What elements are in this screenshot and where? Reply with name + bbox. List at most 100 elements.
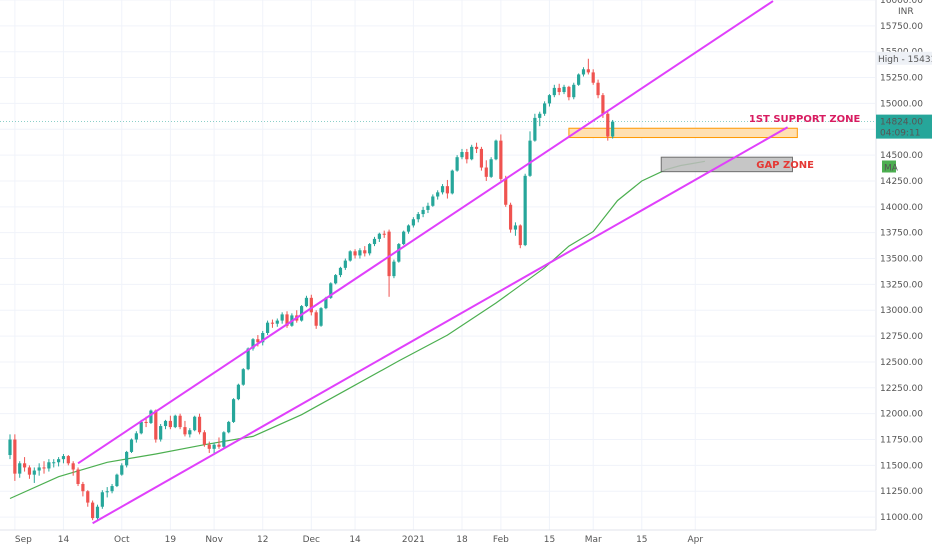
candle-down xyxy=(168,420,172,428)
candle-up xyxy=(440,186,445,193)
y-tick-label: 12000.00 xyxy=(880,410,923,420)
candle-up xyxy=(543,103,547,114)
candle-up xyxy=(95,506,100,519)
candle-down xyxy=(504,178,508,205)
candle-up xyxy=(18,463,22,474)
y-tick-label: 15750.00 xyxy=(880,22,923,32)
candle-down xyxy=(66,456,70,464)
candle-down xyxy=(22,463,27,468)
candle-up xyxy=(8,439,12,456)
x-tick-label: 14 xyxy=(58,535,70,545)
y-tick-label: 14250.00 xyxy=(880,177,923,187)
candle-up xyxy=(372,238,377,245)
candle-up xyxy=(334,275,338,284)
candle-up xyxy=(212,444,216,449)
candle-down xyxy=(591,72,595,83)
currency-label: INR xyxy=(898,7,914,17)
candle-up xyxy=(319,308,323,326)
candle-up xyxy=(329,283,333,298)
x-tick-label: Feb xyxy=(493,535,509,545)
y-tick-label: 15250.00 xyxy=(880,74,923,84)
y-tick-label: 11500.00 xyxy=(880,461,923,471)
x-tick-label: Sep xyxy=(15,535,32,545)
candle-down xyxy=(217,444,221,447)
candle-up xyxy=(300,306,304,321)
candle-up xyxy=(61,456,66,460)
candle-up xyxy=(275,320,279,324)
candle-up xyxy=(280,314,284,321)
candle-up xyxy=(406,225,411,232)
candle-up xyxy=(436,192,440,197)
candle-up xyxy=(231,399,236,422)
candle-up xyxy=(261,332,265,343)
x-tick-label: 19 xyxy=(165,535,177,545)
x-tick-label: 15 xyxy=(636,535,647,545)
candle-up xyxy=(52,462,56,464)
candle-down xyxy=(601,95,605,114)
candle-up xyxy=(188,430,192,435)
candle-up xyxy=(32,470,36,475)
candle-down xyxy=(484,167,488,177)
candle-up xyxy=(338,267,343,276)
current-price-box xyxy=(876,114,932,139)
gap-zone-box xyxy=(660,156,793,173)
support-zone-label: 1ST SUPPORT ZONE xyxy=(749,114,861,125)
candle-up xyxy=(421,209,425,215)
candle-up xyxy=(163,420,168,427)
candle-down xyxy=(202,432,206,445)
candle-up xyxy=(222,432,226,447)
candle-up xyxy=(246,348,250,370)
y-tick-label: 11000.00 xyxy=(880,513,923,523)
candle-up xyxy=(47,462,51,469)
candle-up xyxy=(572,84,576,98)
candle-up xyxy=(431,196,435,206)
x-tick-label: 18 xyxy=(456,535,468,545)
channel-line-lower[interactable] xyxy=(92,126,789,525)
candle-down xyxy=(76,469,80,484)
y-tick-label: 11750.00 xyxy=(880,436,923,446)
x-tick-label: Dec xyxy=(303,535,320,545)
candle-down xyxy=(183,427,187,435)
ma-tag-box xyxy=(882,160,896,173)
candle-down xyxy=(518,225,522,246)
candle-up xyxy=(139,421,143,434)
candle-down xyxy=(81,483,85,492)
candle-down xyxy=(207,444,211,449)
candle-up xyxy=(149,410,153,423)
candle-up xyxy=(611,121,615,137)
candle-up xyxy=(455,157,459,171)
candle-up xyxy=(348,251,352,261)
candle-up xyxy=(304,297,309,307)
candle-up xyxy=(115,474,119,487)
candle-down xyxy=(567,86,571,98)
candle-up xyxy=(533,117,537,141)
candle-down xyxy=(285,314,289,326)
x-tick-label: Oct xyxy=(114,535,130,545)
y-tick-label: 14000.00 xyxy=(880,203,923,213)
y-tick-label: 12500.00 xyxy=(880,358,923,368)
x-tick-label: 12 xyxy=(257,535,268,545)
candle-down xyxy=(557,87,561,93)
candle-down xyxy=(353,251,357,256)
candle-up xyxy=(110,486,114,492)
candle-up xyxy=(105,491,109,493)
candle-up xyxy=(547,95,552,104)
channel-line-upper[interactable] xyxy=(77,0,774,465)
candle-up xyxy=(173,415,177,428)
channel-lines-layer[interactable] xyxy=(77,0,789,525)
candle-up xyxy=(577,74,581,85)
candle-down xyxy=(499,140,503,179)
candle-down xyxy=(270,322,275,324)
candle-down xyxy=(256,339,260,343)
candle-down xyxy=(71,463,75,470)
candle-down xyxy=(309,297,313,313)
candle-up xyxy=(193,416,197,431)
candle-down xyxy=(27,467,32,475)
candle-up xyxy=(129,439,134,452)
candle-up xyxy=(324,297,328,309)
candle-up xyxy=(552,87,556,96)
candle-down xyxy=(606,113,610,137)
